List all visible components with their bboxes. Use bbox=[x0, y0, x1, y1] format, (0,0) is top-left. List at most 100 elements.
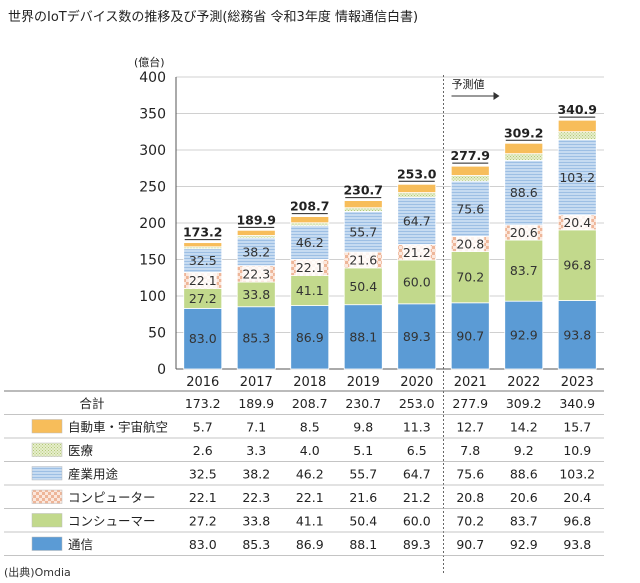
bar-segment bbox=[183, 308, 223, 370]
legend-swatch bbox=[31, 419, 63, 434]
bar-segment bbox=[290, 305, 330, 370]
bar-segment bbox=[290, 225, 330, 260]
bar-segment bbox=[557, 131, 597, 141]
chart-title: 世界のIoTデバイス数の推移及び予測(総務省 令和3年度 情報通信白書) bbox=[8, 10, 419, 25]
bar-total-label: 277.9 bbox=[450, 148, 490, 163]
table-cell: 9.8 bbox=[353, 419, 373, 434]
table-cell: 340.9 bbox=[559, 396, 595, 411]
table-cell: 55.7 bbox=[349, 466, 377, 481]
y-tick-label: 250 bbox=[139, 180, 166, 196]
bar-value-label: 85.3 bbox=[242, 330, 270, 345]
bar-segment bbox=[504, 300, 544, 370]
bar-value-label: 83.7 bbox=[510, 263, 538, 278]
bar-value-label: 86.9 bbox=[296, 330, 324, 345]
table-cell: 70.2 bbox=[456, 513, 484, 528]
table-cell: 83.0 bbox=[189, 537, 217, 552]
table-cell: 33.8 bbox=[242, 513, 270, 528]
table-cell: 96.8 bbox=[563, 513, 591, 528]
table-cell: 20.4 bbox=[563, 490, 591, 505]
table-cell: 103.2 bbox=[559, 466, 595, 481]
label-backdrop bbox=[188, 272, 217, 288]
bar-segment bbox=[343, 207, 383, 212]
bar-segment bbox=[290, 222, 330, 227]
label-backdrop bbox=[349, 252, 378, 268]
table-cell: 7.1 bbox=[246, 419, 266, 434]
x-tick-label: 2020 bbox=[400, 375, 433, 390]
legend-swatch bbox=[31, 513, 63, 528]
bar-value-label: 20.6 bbox=[510, 225, 538, 240]
bar-value-label: 20.4 bbox=[563, 215, 591, 230]
label-backdrop bbox=[563, 214, 592, 230]
table-cell: 14.2 bbox=[510, 419, 538, 434]
y-tick-label: 150 bbox=[139, 253, 166, 269]
table-cell: 173.2 bbox=[185, 396, 221, 411]
table-cell: 75.6 bbox=[456, 466, 484, 481]
table-cell: 7.8 bbox=[460, 443, 480, 458]
y-tick-label: 300 bbox=[139, 143, 166, 159]
label-backdrop bbox=[242, 266, 271, 282]
label-backdrop bbox=[402, 244, 431, 260]
legend-label: 通信 bbox=[68, 537, 93, 552]
table-cell: 21.2 bbox=[403, 490, 431, 505]
bar-value-label: 70.2 bbox=[456, 270, 484, 285]
table-cell: 9.2 bbox=[514, 443, 534, 458]
table-cell: 253.0 bbox=[399, 396, 435, 411]
bar-total-label: 230.7 bbox=[343, 183, 383, 198]
bar-value-label: 46.2 bbox=[296, 235, 324, 250]
table-cell: 5.1 bbox=[353, 443, 373, 458]
table-cell: 2.6 bbox=[193, 443, 213, 458]
legend-swatch bbox=[31, 442, 63, 457]
bar-segment bbox=[557, 119, 597, 133]
bar-value-label: 21.2 bbox=[403, 245, 431, 260]
x-tick-label: 2023 bbox=[561, 375, 594, 390]
table-cell: 22.3 bbox=[242, 490, 270, 505]
legend-label: コンシューマー bbox=[68, 513, 156, 528]
bar-segment bbox=[397, 303, 437, 370]
legend-swatch bbox=[31, 466, 63, 481]
table-cell: 21.6 bbox=[349, 490, 377, 505]
forecast-label: 予測値 bbox=[452, 77, 485, 91]
source-note: (出典)Omdia bbox=[4, 566, 71, 579]
table-cell: 46.2 bbox=[296, 466, 324, 481]
table-cell: 83.7 bbox=[510, 513, 538, 528]
y-tick-label: 0 bbox=[157, 362, 166, 378]
table-cell: 90.7 bbox=[456, 537, 484, 552]
table-cell: 60.0 bbox=[403, 513, 431, 528]
bar-segment bbox=[236, 281, 276, 308]
table-cell: 38.2 bbox=[242, 466, 270, 481]
table-cell: 309.2 bbox=[506, 396, 542, 411]
bar-segment bbox=[450, 180, 490, 237]
bar-segment bbox=[236, 237, 276, 267]
bar-segment bbox=[557, 139, 597, 216]
legend-label: 医療 bbox=[68, 443, 94, 458]
bar-value-label: 64.7 bbox=[403, 213, 431, 228]
table-cell: 88.6 bbox=[510, 466, 538, 481]
table-cell: 277.9 bbox=[452, 396, 488, 411]
bar-value-label: 93.8 bbox=[563, 327, 591, 342]
label-backdrop bbox=[456, 236, 485, 252]
bar-value-label: 27.2 bbox=[189, 291, 217, 306]
table-cell: 64.7 bbox=[403, 466, 431, 481]
table-cell: 11.3 bbox=[403, 419, 431, 434]
table-cell: 20.6 bbox=[510, 490, 538, 505]
legend-label: 産業用途 bbox=[68, 466, 119, 481]
table-cell: 41.1 bbox=[296, 513, 324, 528]
bar-value-label: 33.8 bbox=[242, 287, 270, 302]
bar-total-label: 340.9 bbox=[557, 102, 597, 117]
table-cell: 92.9 bbox=[510, 537, 538, 552]
table-cell: 88.1 bbox=[349, 537, 377, 552]
bar-value-label: 92.9 bbox=[510, 328, 538, 343]
x-tick-label: 2017 bbox=[240, 375, 273, 390]
bar-segment bbox=[397, 196, 437, 245]
table-cell: 4.0 bbox=[300, 443, 320, 458]
y-axis-label: (億台) bbox=[134, 55, 165, 69]
bar-value-label: 60.0 bbox=[403, 274, 431, 289]
bar-segment bbox=[290, 275, 330, 306]
bar-value-label: 32.5 bbox=[189, 253, 217, 268]
bar-segment bbox=[450, 251, 490, 304]
bar-value-label: 89.3 bbox=[403, 329, 431, 344]
x-tick-label: 2018 bbox=[293, 375, 326, 390]
bar-value-label: 88.1 bbox=[349, 329, 377, 344]
x-tick-label: 2021 bbox=[454, 375, 487, 390]
